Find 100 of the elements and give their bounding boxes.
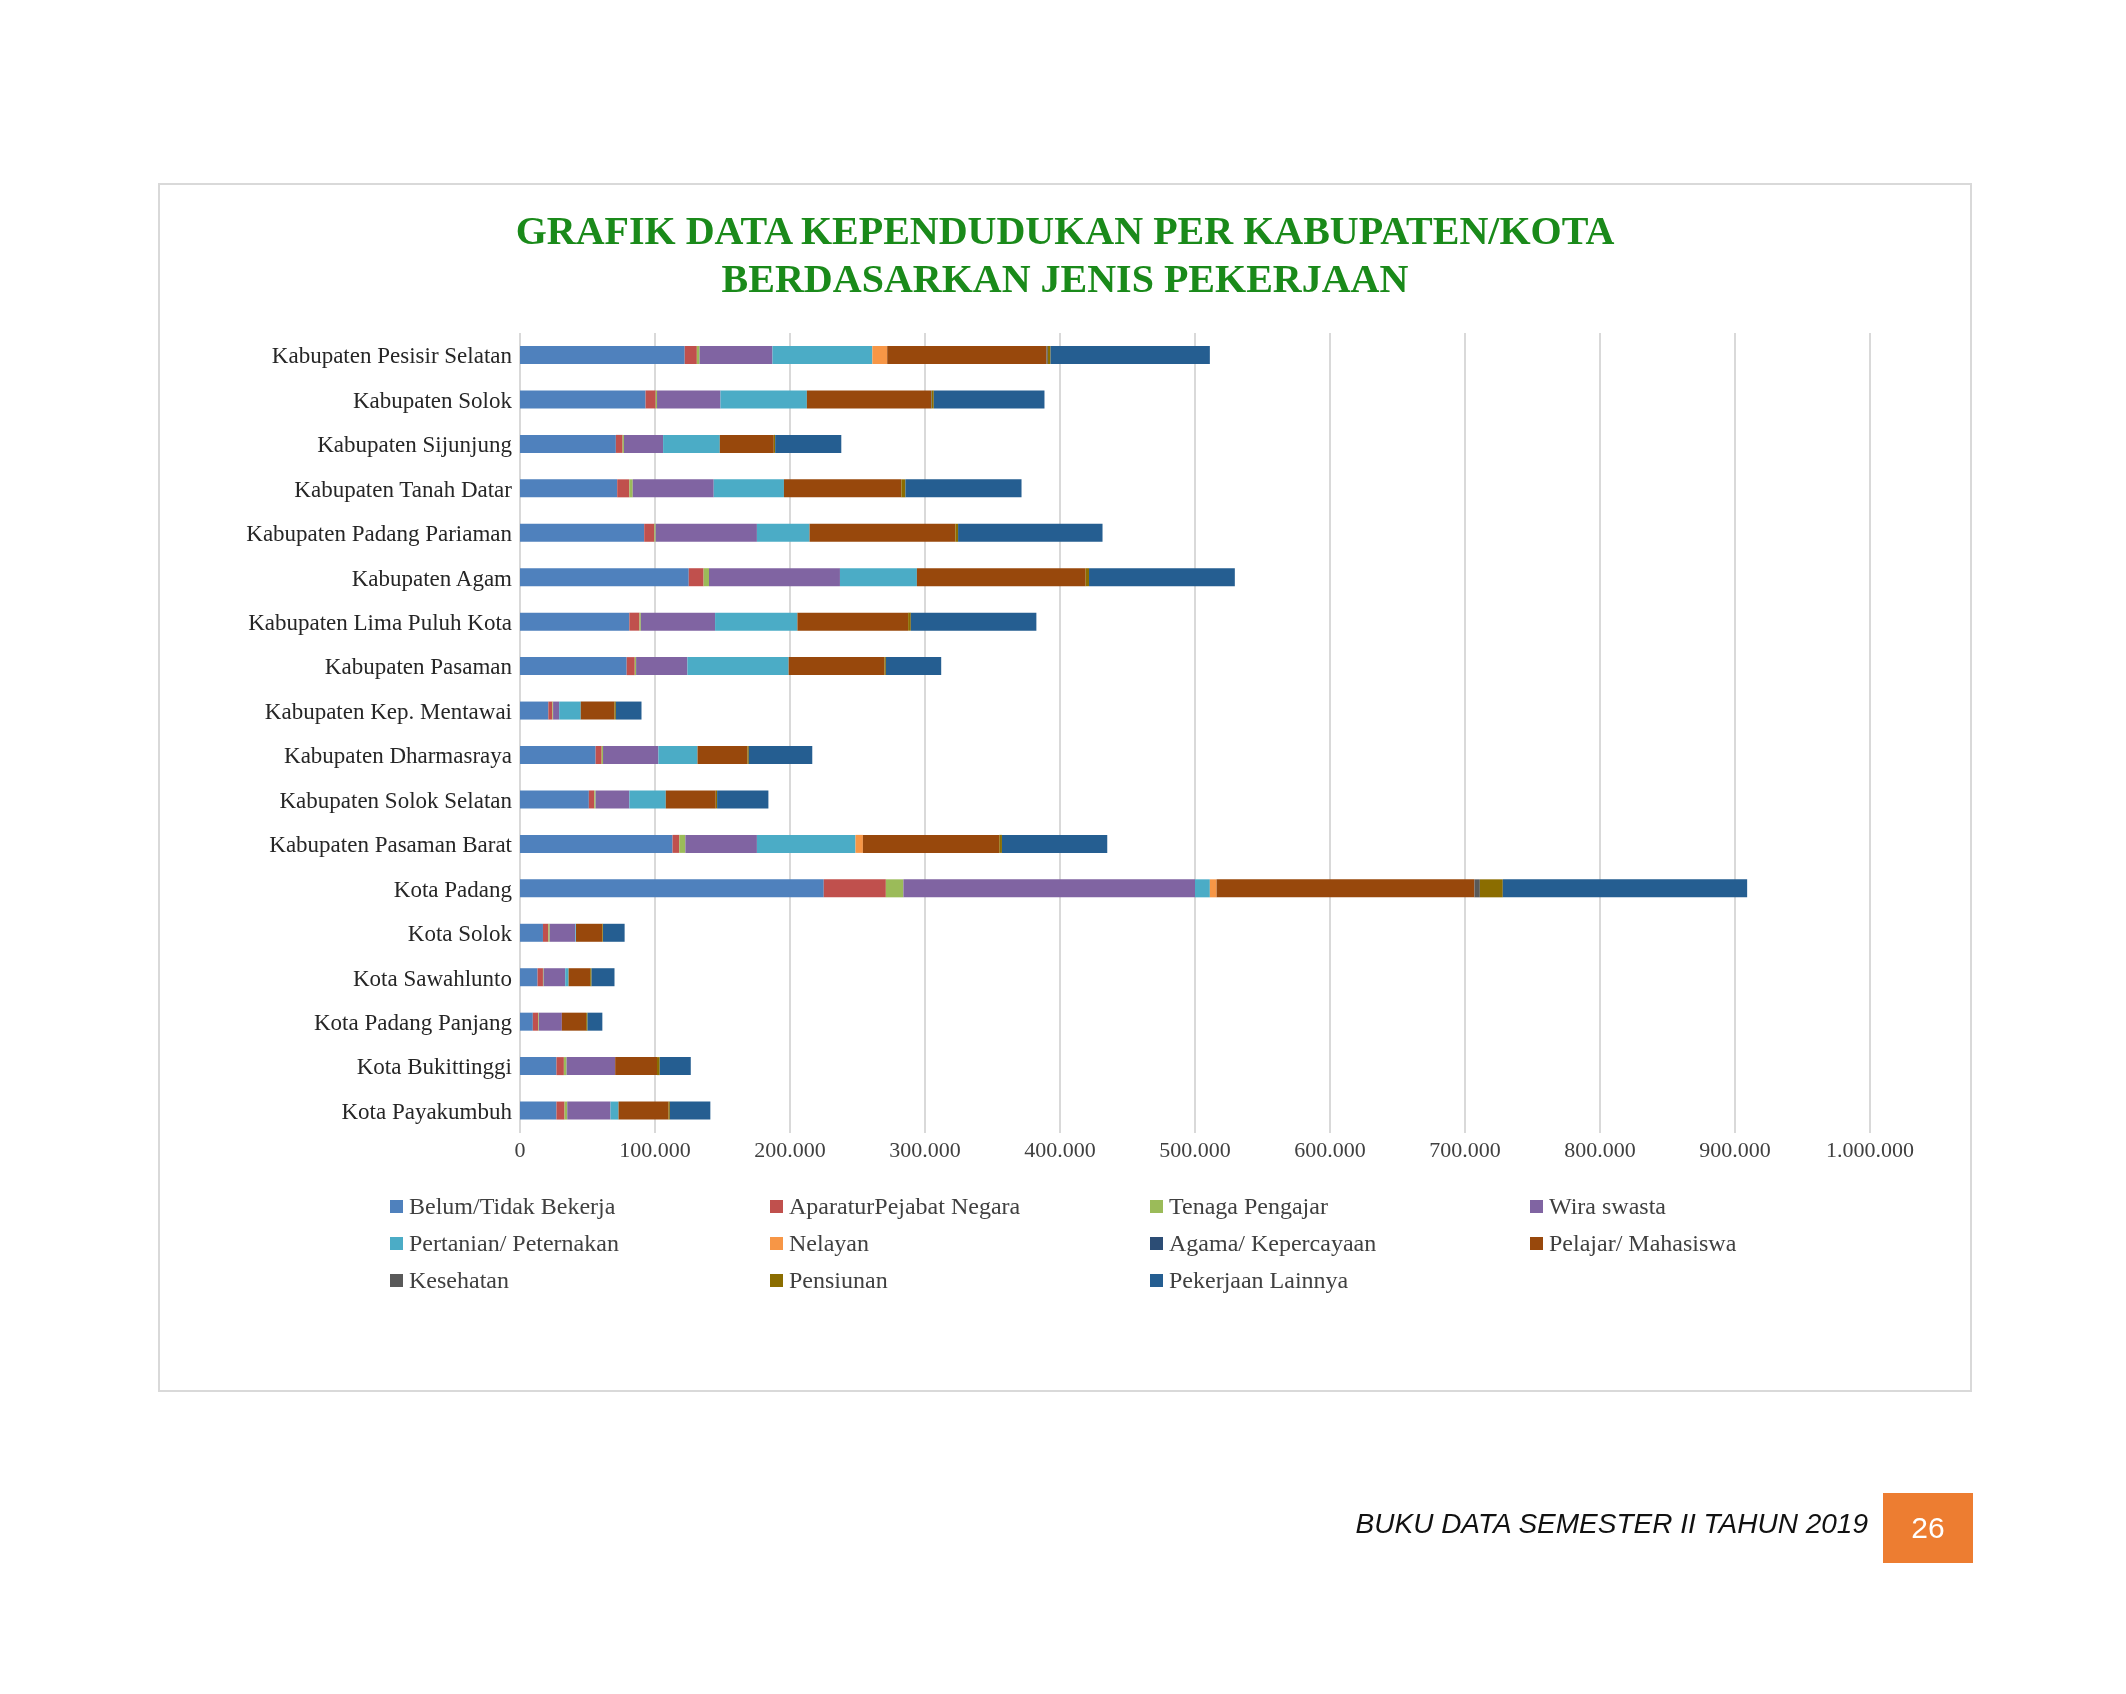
bar	[538, 1012, 562, 1031]
bar	[916, 568, 1086, 587]
bar	[520, 568, 689, 587]
bar	[703, 568, 709, 587]
bar	[520, 434, 616, 453]
x-tick-label: 700.000	[1429, 1136, 1501, 1162]
bar	[615, 434, 623, 453]
bar	[553, 701, 560, 720]
y-tick-label: Kota Payakumbuh	[341, 1098, 513, 1124]
x-tick-label: 400.000	[1024, 1136, 1096, 1162]
bar	[772, 346, 873, 364]
x-tick-label: 900.000	[1699, 1136, 1771, 1162]
bar	[823, 879, 886, 898]
bar	[910, 612, 1037, 631]
y-tick-label: Kota Sawahlunto	[352, 965, 512, 991]
bar	[809, 523, 956, 542]
legend-label: Belum/Tidak Bekerja	[409, 1193, 616, 1220]
bar	[542, 923, 549, 942]
bar	[520, 612, 630, 631]
legend-label: Pelajar/ Mahasiswa	[1549, 1230, 1737, 1257]
bar	[903, 879, 1195, 898]
bar	[559, 701, 581, 720]
bar	[839, 568, 917, 587]
y-tick-label: Kabupaten Pasaman	[324, 654, 513, 680]
bar	[657, 390, 721, 409]
y-tick-label: Kabupaten Lima Puluh Kota	[248, 610, 512, 636]
x-tick-label: 500.000	[1159, 1136, 1231, 1162]
bar	[520, 834, 673, 853]
bar	[756, 834, 856, 853]
bar	[901, 479, 906, 498]
bar	[567, 1101, 611, 1120]
bar	[720, 390, 807, 409]
bar	[713, 479, 784, 498]
bar	[783, 479, 902, 498]
bar	[1089, 568, 1235, 587]
bar	[709, 568, 840, 587]
bar	[958, 523, 1103, 542]
bar	[1001, 834, 1108, 853]
bar	[806, 390, 932, 409]
bar	[658, 746, 698, 764]
bar	[532, 1012, 539, 1031]
bar	[685, 834, 757, 853]
bar	[1216, 879, 1475, 898]
bar	[591, 968, 615, 987]
bar	[520, 657, 627, 676]
bar	[632, 479, 714, 498]
bar	[684, 346, 697, 364]
bar	[659, 1057, 691, 1076]
x-tick-label: 600.000	[1294, 1136, 1366, 1162]
y-tick-label: Kota Bukittinggi	[356, 1054, 512, 1080]
bar	[561, 1012, 587, 1031]
bar	[617, 479, 630, 498]
bar	[655, 523, 757, 542]
bar	[548, 701, 553, 720]
bar	[679, 834, 686, 853]
bar	[537, 968, 543, 987]
bar	[615, 701, 642, 720]
legend-label: AparaturPejabat Negara	[789, 1193, 1021, 1220]
bar	[626, 657, 635, 676]
bar	[775, 434, 842, 453]
bar	[1479, 879, 1503, 898]
bar	[862, 834, 1000, 853]
legend-label: Wira swasta	[1549, 1193, 1666, 1220]
bar	[520, 923, 543, 942]
bar	[556, 1057, 564, 1076]
bar	[887, 346, 1047, 364]
bar	[636, 657, 688, 676]
bar	[905, 479, 1022, 498]
bar	[640, 612, 716, 631]
bar	[908, 612, 911, 631]
bar	[699, 346, 773, 364]
bar	[520, 968, 538, 987]
bar	[748, 746, 813, 764]
bar	[580, 701, 615, 720]
bar	[588, 790, 595, 809]
bar	[797, 612, 909, 631]
bar	[1050, 346, 1210, 364]
legend-label: Pertanian/ Peternakan	[409, 1230, 619, 1257]
bar	[663, 434, 720, 453]
bar	[520, 1057, 557, 1076]
bar	[568, 968, 591, 987]
bar	[955, 523, 959, 542]
y-tick-label: Kabupaten Agam	[351, 565, 513, 591]
x-tick-label: 1.000.000	[1826, 1136, 1914, 1162]
y-tick-label: Kabupaten Kep. Mentawai	[264, 698, 512, 724]
bar	[629, 479, 633, 498]
bar	[615, 1057, 658, 1076]
bar	[629, 612, 640, 631]
bar	[623, 434, 664, 453]
bar	[629, 790, 666, 809]
x-tick-label: 0	[514, 1136, 526, 1162]
bar	[644, 523, 655, 542]
bar	[933, 390, 1045, 409]
bar	[603, 746, 659, 764]
y-tick-label: Kabupaten Pasaman Barat	[269, 832, 513, 858]
bar	[595, 790, 630, 809]
bar	[520, 523, 645, 542]
y-tick-label: Kabupaten Pesisir Selatan	[271, 343, 513, 369]
bar	[669, 1101, 711, 1120]
bar	[587, 1012, 603, 1031]
